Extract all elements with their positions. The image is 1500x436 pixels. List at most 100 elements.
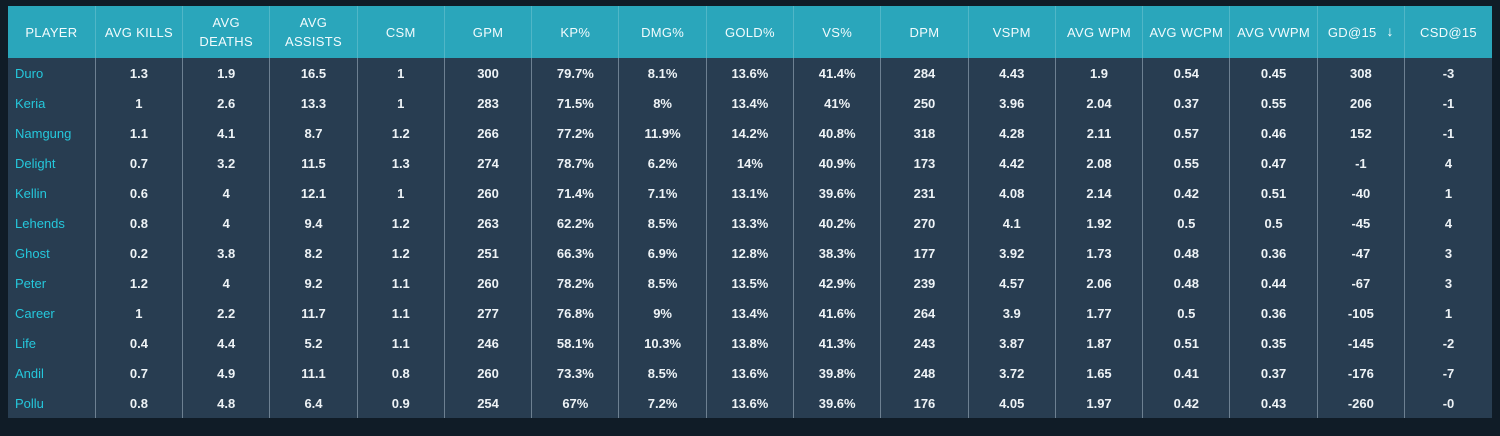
stat-cell: 58.1% (531, 328, 620, 358)
stat-cell: 4.9 (182, 358, 271, 388)
stat-cell: 9.2 (269, 268, 358, 298)
stat-cell: 2.08 (1055, 148, 1144, 178)
stat-cell: -1 (1317, 148, 1406, 178)
column-header-csm[interactable]: CSM (357, 6, 445, 58)
player-name[interactable]: Andil (8, 358, 96, 388)
stat-cell: 13.4% (706, 88, 795, 118)
column-header-avg-deaths[interactable]: AVG DEATHS (182, 6, 271, 58)
stat-cell: 2.11 (1055, 118, 1144, 148)
column-header-label: GD@15 (1327, 25, 1377, 40)
stat-cell: 0.2 (95, 238, 184, 268)
player-name[interactable]: Lehends (8, 208, 96, 238)
player-stats-table: PLAYER AVG KILLS AVG DEATHS AVG ASSISTS … (8, 6, 1492, 418)
column-header-dmg[interactable]: DMG% (618, 6, 707, 58)
stat-cell: 1 (357, 178, 445, 208)
stat-cell: 206 (1317, 88, 1406, 118)
stat-cell: 11.5 (269, 148, 358, 178)
player-name[interactable]: Career (8, 298, 96, 328)
stat-cell: 231 (880, 178, 969, 208)
stat-cell: 246 (444, 328, 533, 358)
stat-cell: 13.6% (706, 58, 795, 88)
stat-cell: 3.8 (182, 238, 271, 268)
player-name[interactable]: Duro (8, 58, 96, 88)
column-header-label: CSD@15 (1420, 24, 1477, 40)
player-name[interactable]: Namgung (8, 118, 96, 148)
stat-cell: 42.9% (793, 268, 882, 298)
stat-cell: 0.7 (95, 358, 184, 388)
column-header-avg-assists[interactable]: AVG ASSISTS (269, 6, 358, 58)
stat-cell: 0.36 (1229, 298, 1318, 328)
stat-cell: 13.1% (706, 178, 795, 208)
stat-cell: 3.92 (968, 238, 1056, 268)
column-header-label: VS% (822, 24, 853, 40)
table-row: Ghost 0.2 3.8 8.2 1.2 251 66.3% 6.9% 12.8% 38.3% 1… (8, 238, 1492, 268)
column-header-dpm[interactable]: DPM (880, 6, 969, 58)
stat-cell: 263 (444, 208, 533, 238)
stat-cell: 73.3% (531, 358, 620, 388)
column-header-avg-wpm[interactable]: AVG WPM (1055, 6, 1144, 58)
stat-cell: 0.57 (1142, 118, 1231, 148)
stat-cell: 8.1% (618, 58, 707, 88)
stat-cell: 1.87 (1055, 328, 1144, 358)
stat-cell: 0.47 (1229, 148, 1318, 178)
column-header-label: AVG WPM (1067, 24, 1131, 40)
player-name[interactable]: Life (8, 328, 96, 358)
table-row: Duro 1.3 1.9 16.5 1 300 79.7% 8.1% 13.6% 41.4% 284… (8, 58, 1492, 88)
stat-cell: 14.2% (706, 118, 795, 148)
column-header-gold[interactable]: GOLD% (706, 6, 795, 58)
stat-cell: 0.42 (1142, 178, 1231, 208)
header-row: PLAYER AVG KILLS AVG DEATHS AVG ASSISTS … (8, 6, 1492, 58)
stat-cell: 4 (182, 208, 271, 238)
stat-cell: 0.44 (1229, 268, 1318, 298)
column-header-gd15[interactable]: GD@15 ↓ (1317, 6, 1406, 58)
stat-cell: 1.2 (357, 118, 445, 148)
stat-cell: 177 (880, 238, 969, 268)
column-header-vs[interactable]: VS% (793, 6, 882, 58)
stat-cell: 1.9 (182, 58, 271, 88)
stat-cell: 7.2% (618, 388, 707, 418)
stat-cell: 308 (1317, 58, 1406, 88)
stat-cell: 270 (880, 208, 969, 238)
column-header-csd15[interactable]: CSD@15 (1404, 6, 1492, 58)
stat-cell: -105 (1317, 298, 1406, 328)
stat-cell: 3.2 (182, 148, 271, 178)
player-name[interactable]: Delight (8, 148, 96, 178)
stat-cell: 0.35 (1229, 328, 1318, 358)
stat-cell: 9.4 (269, 208, 358, 238)
stat-cell: 4.57 (968, 268, 1056, 298)
player-name[interactable]: Peter (8, 268, 96, 298)
player-name[interactable]: Pollu (8, 388, 96, 418)
column-header-kp[interactable]: KP% (531, 6, 620, 58)
stat-cell: 239 (880, 268, 969, 298)
column-header-avg-vwpm[interactable]: AVG VWPM (1229, 6, 1318, 58)
stat-cell: 0.37 (1229, 358, 1318, 388)
stat-cell: 6.9% (618, 238, 707, 268)
stat-cell: 243 (880, 328, 969, 358)
stat-cell: 4.1 (182, 118, 271, 148)
stat-cell: 6.2% (618, 148, 707, 178)
stat-cell: 0.8 (357, 358, 445, 388)
stat-cell: 78.7% (531, 148, 620, 178)
column-header-label: AVG WCPM (1149, 24, 1224, 40)
column-header-gpm[interactable]: GPM (444, 6, 533, 58)
column-header-avg-kills[interactable]: AVG KILLS (95, 6, 184, 58)
stat-cell: 2.04 (1055, 88, 1144, 118)
stat-cell: 251 (444, 238, 533, 268)
stat-cell: 152 (1317, 118, 1406, 148)
stat-cell: 4.28 (968, 118, 1056, 148)
stat-cell: 0.4 (95, 328, 184, 358)
table-row: Kellin 0.6 4 12.1 1 260 71.4% 7.1% 13.1% 39.6% 231… (8, 178, 1492, 208)
player-name[interactable]: Keria (8, 88, 96, 118)
stat-cell: 0.8 (95, 388, 184, 418)
stat-cell: -2 (1404, 328, 1492, 358)
stat-cell: -0 (1404, 388, 1492, 418)
column-header-avg-wcpm[interactable]: AVG WCPM (1142, 6, 1231, 58)
player-name[interactable]: Ghost (8, 238, 96, 268)
column-header-label: DMG% (641, 24, 685, 40)
stat-cell: 300 (444, 58, 533, 88)
table-row: Delight 0.7 3.2 11.5 1.3 274 78.7% 6.2% 14% 40.9%… (8, 148, 1492, 178)
column-header-player[interactable]: PLAYER (8, 6, 96, 58)
player-name[interactable]: Kellin (8, 178, 96, 208)
column-header-vspm[interactable]: VSPM (968, 6, 1056, 58)
